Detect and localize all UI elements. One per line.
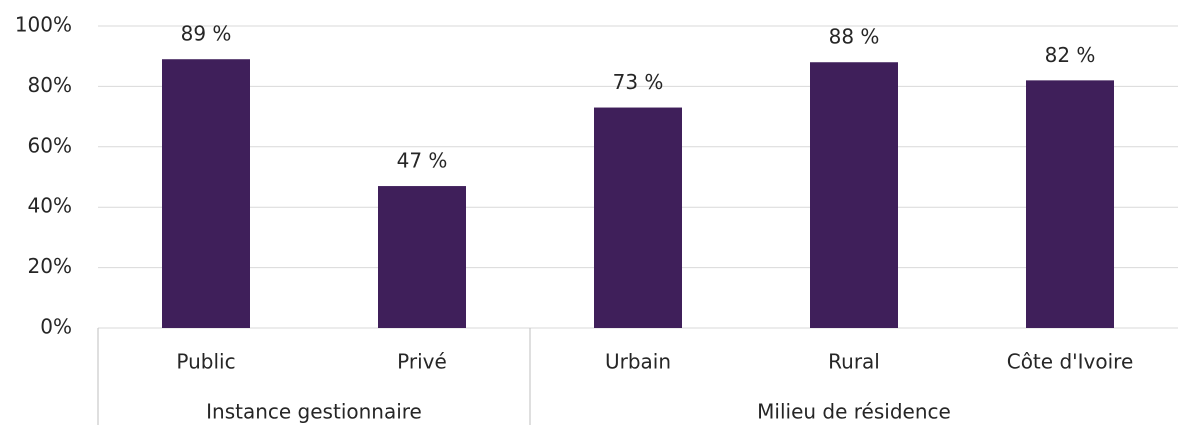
x-tick-label: Rural <box>828 350 880 374</box>
group-label: Milieu de résidence <box>757 400 951 424</box>
value-label: 47 % <box>397 149 448 173</box>
y-tick-label: 100% <box>15 13 72 37</box>
x-tick-label: Urbain <box>605 350 671 374</box>
x-tick-label: Public <box>176 350 235 374</box>
group-label: Instance gestionnaire <box>206 400 422 424</box>
bar <box>162 59 250 328</box>
value-label: 82 % <box>1045 43 1096 67</box>
value-label: 89 % <box>181 22 232 46</box>
bar <box>810 62 898 329</box>
bar <box>594 107 682 328</box>
y-tick-label: 60% <box>28 133 72 157</box>
x-tick-label: Privé <box>397 350 447 374</box>
bar <box>378 186 466 328</box>
bar <box>1026 80 1114 328</box>
value-label: 73 % <box>613 70 664 94</box>
value-label: 88 % <box>829 25 880 49</box>
y-tick-label: 20% <box>28 254 72 278</box>
y-tick-label: 0% <box>40 315 72 339</box>
x-tick-label: Côte d'Ivoire <box>1007 350 1134 374</box>
y-tick-label: 40% <box>28 194 72 218</box>
y-tick-label: 80% <box>28 73 72 97</box>
